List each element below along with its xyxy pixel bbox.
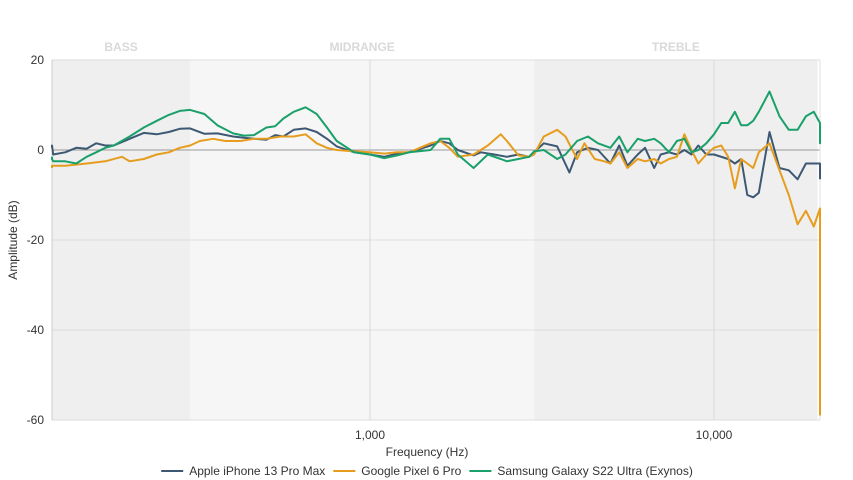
series-line-google-pixel-6-pro <box>51 128 821 416</box>
legend-item-samsung-galaxy-s22-ultra-exynos[interactable]: Samsung Galaxy S22 Ultra (Exynos) <box>469 464 693 478</box>
y-axis-title: Amplitude (dB) <box>6 200 20 279</box>
x-axis-title: Frequency (Hz) <box>386 445 469 459</box>
x-tick-label: 10,000 <box>696 428 733 442</box>
x-tick-label: 1,000 <box>355 428 385 442</box>
y-tick-label: -40 <box>27 323 45 337</box>
band-label-midrange: MIDRANGE <box>329 40 394 54</box>
y-tick-label: 0 <box>37 143 44 157</box>
band-label-bass: BASS <box>104 40 137 54</box>
y-tick-label: -20 <box>27 233 45 247</box>
legend-label: Apple iPhone 13 Pro Max <box>189 464 325 478</box>
series-line-samsung-galaxy-s22-ultra-exynos <box>51 90 821 169</box>
band-label-treble: TREBLE <box>652 40 700 54</box>
series-line-apple-iphone-13-pro-max <box>51 127 821 199</box>
frequency-bands: BASS MIDRANGE TREBLE <box>52 40 818 420</box>
legend: Apple iPhone 13 Pro Max Google Pixel 6 Pr… <box>161 464 693 478</box>
y-tick-label: 20 <box>31 53 45 67</box>
series-lines <box>51 90 821 416</box>
legend-label: Google Pixel 6 Pro <box>361 464 461 478</box>
legend-label: Samsung Galaxy S22 Ultra (Exynos) <box>497 464 692 478</box>
legend-item-apple-iphone-13-pro-max[interactable]: Apple iPhone 13 Pro Max <box>161 464 325 478</box>
y-axis-ticks: 20 0 -20 -40 -60 <box>27 53 45 427</box>
legend-item-google-pixel-6-pro[interactable]: Google Pixel 6 Pro <box>333 464 462 478</box>
x-axis-ticks: 1,000 10,000 <box>355 428 733 442</box>
y-tick-label: -60 <box>27 413 45 427</box>
